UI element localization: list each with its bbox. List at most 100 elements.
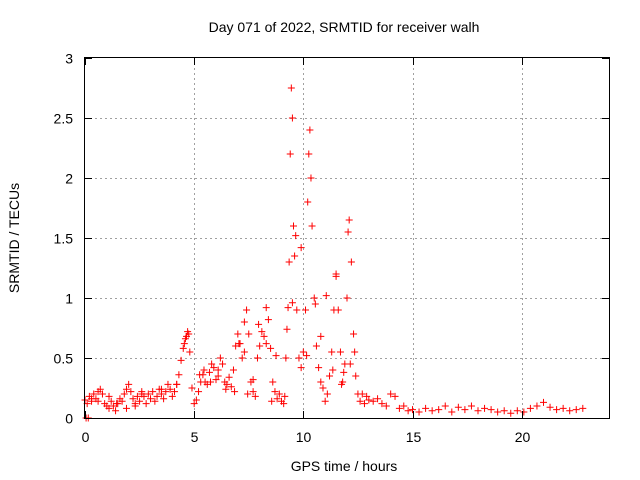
data-point [344,228,352,236]
data-point [322,292,330,300]
data-point [305,150,313,158]
data-point [507,409,515,417]
data-point [205,368,213,376]
data-point [98,390,106,398]
data-point [286,150,294,158]
data-point [520,408,528,416]
data-point [297,244,305,252]
data-point [105,392,113,400]
data-point [454,403,462,411]
data-point [142,400,150,408]
data-point [500,407,508,415]
data-point [175,371,183,379]
data-point [222,385,230,393]
data-point [268,397,276,405]
data-point [153,392,161,400]
data-point [207,378,215,386]
data-point [351,348,359,356]
data-point [240,348,248,356]
data-point [112,407,120,415]
data-point [147,395,154,403]
data-point [260,332,268,340]
data-point [208,360,216,368]
data-point [321,397,329,405]
data-point [122,385,130,393]
data-point [566,407,574,415]
data-point [467,402,475,410]
data-point [196,371,204,379]
data-point [572,406,580,414]
data-point [352,372,360,380]
data-point [374,395,382,403]
data-point [404,407,412,415]
data-point [210,364,218,372]
data-point [310,294,318,302]
data-point [306,126,314,134]
data-point [127,388,135,396]
data-point [200,366,208,374]
y-tick-label: 3 [65,51,73,67]
data-point [292,232,300,240]
data-point [272,352,280,360]
data-point [304,198,312,206]
data-point [118,397,126,405]
data-point [144,390,152,398]
data-point [336,348,344,356]
data-point [253,354,261,362]
data-point [332,272,340,280]
data-point [428,407,436,415]
data-point [168,392,176,400]
data-point [125,380,133,388]
data-point [282,354,290,362]
data-point [299,348,307,356]
data-point [245,330,253,338]
data-point [88,395,96,403]
data-point [171,388,179,396]
data-point [338,380,346,388]
data-point [251,392,259,400]
data-point [369,397,377,405]
data-point [526,404,534,412]
data-point [188,384,196,392]
data-point [231,388,239,396]
y-axis-label: SRMTID / TECUs [6,183,22,293]
data-point [307,174,315,182]
data-point [494,408,502,416]
data-point [281,392,289,400]
data-point [249,388,257,396]
y-tick-label: 2 [65,171,73,187]
y-tick-label: 1 [65,291,73,307]
data-point [255,320,263,328]
data-point [308,222,316,230]
data-point [149,388,157,396]
data-point [302,306,310,314]
x-tick-label: 5 [191,429,199,445]
data-point [311,300,319,308]
data-point [291,252,299,260]
data-point [122,404,130,412]
data-point [229,366,237,374]
data-point [400,402,408,410]
data-point [559,404,567,412]
data-point [94,397,102,405]
data-point [138,390,146,398]
data-point [234,330,242,338]
data-point [264,316,272,324]
data-point [395,404,403,412]
data-point [183,332,191,340]
data-point [129,395,137,403]
data-point [481,404,489,412]
data-point [287,84,295,92]
data-point [275,390,283,398]
plot-frame [84,57,610,419]
data-point [283,325,291,333]
data-point [288,114,296,122]
data-point [382,402,390,410]
data-point [136,397,144,405]
tick-labels: 0 5 10 15 20 0 0.5 1 1.5 2 2.5 3 [54,51,531,446]
data-point [269,378,277,386]
data-point [214,366,222,374]
x-tick-label: 15 [406,429,422,445]
data-point [249,376,257,384]
